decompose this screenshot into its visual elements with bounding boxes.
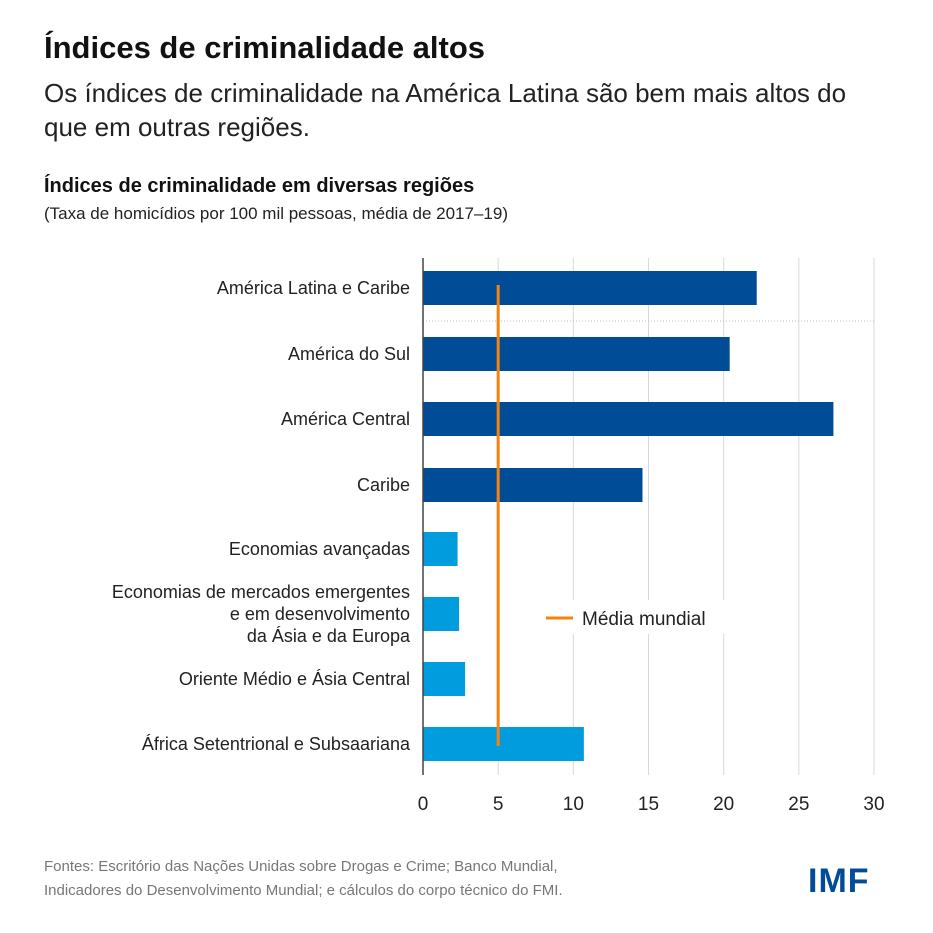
bar	[423, 662, 466, 696]
category-label: Caribe	[357, 475, 410, 495]
category-label: Oriente Médio e Ásia Central	[179, 669, 410, 689]
imf-logo: IMF	[808, 862, 870, 900]
bar	[423, 337, 730, 371]
source-note: Fontes: Escritório das Nações Unidas sob…	[44, 855, 563, 903]
bar	[423, 402, 834, 436]
x-tick-label: 0	[418, 794, 429, 815]
source-line-2: Indicadores do Desenvolvimento Mundial; …	[44, 882, 563, 899]
category-label: da Ásia e da Europa	[247, 626, 411, 646]
bar	[423, 271, 757, 305]
x-tick-label: 15	[638, 794, 659, 815]
bar	[423, 727, 584, 761]
source-line-1: Fontes: Escritório das Nações Unidas sob…	[44, 858, 558, 875]
category-label: Economias avançadas	[229, 539, 410, 559]
bar	[423, 468, 643, 502]
x-tick-label: 20	[713, 794, 734, 815]
x-tick-label: 5	[493, 794, 504, 815]
legend-label: Média mundial	[582, 609, 706, 630]
category-label: África Setentrional e Subsaariana	[142, 734, 411, 754]
x-tick-label: 25	[788, 794, 809, 815]
category-label: América Latina e Caribe	[217, 278, 410, 298]
page-title: Índices de criminalidade altos	[44, 30, 486, 65]
bar	[423, 597, 460, 631]
category-label: América do Sul	[288, 344, 410, 364]
category-label: e em desenvolvimento	[230, 604, 410, 624]
x-tick-label: 10	[563, 794, 584, 815]
bar	[423, 532, 458, 566]
page-subtitle: Os índices de criminalidade na América L…	[44, 78, 847, 142]
chart-title: Índices de criminalidade em diversas reg…	[44, 175, 475, 197]
x-tick-label: 30	[863, 794, 884, 815]
category-label: América Central	[281, 409, 410, 429]
category-label: Economias de mercados emergentes	[112, 582, 410, 602]
chart-subtitle: (Taxa de homicídios por 100 mil pessoas,…	[44, 204, 508, 223]
